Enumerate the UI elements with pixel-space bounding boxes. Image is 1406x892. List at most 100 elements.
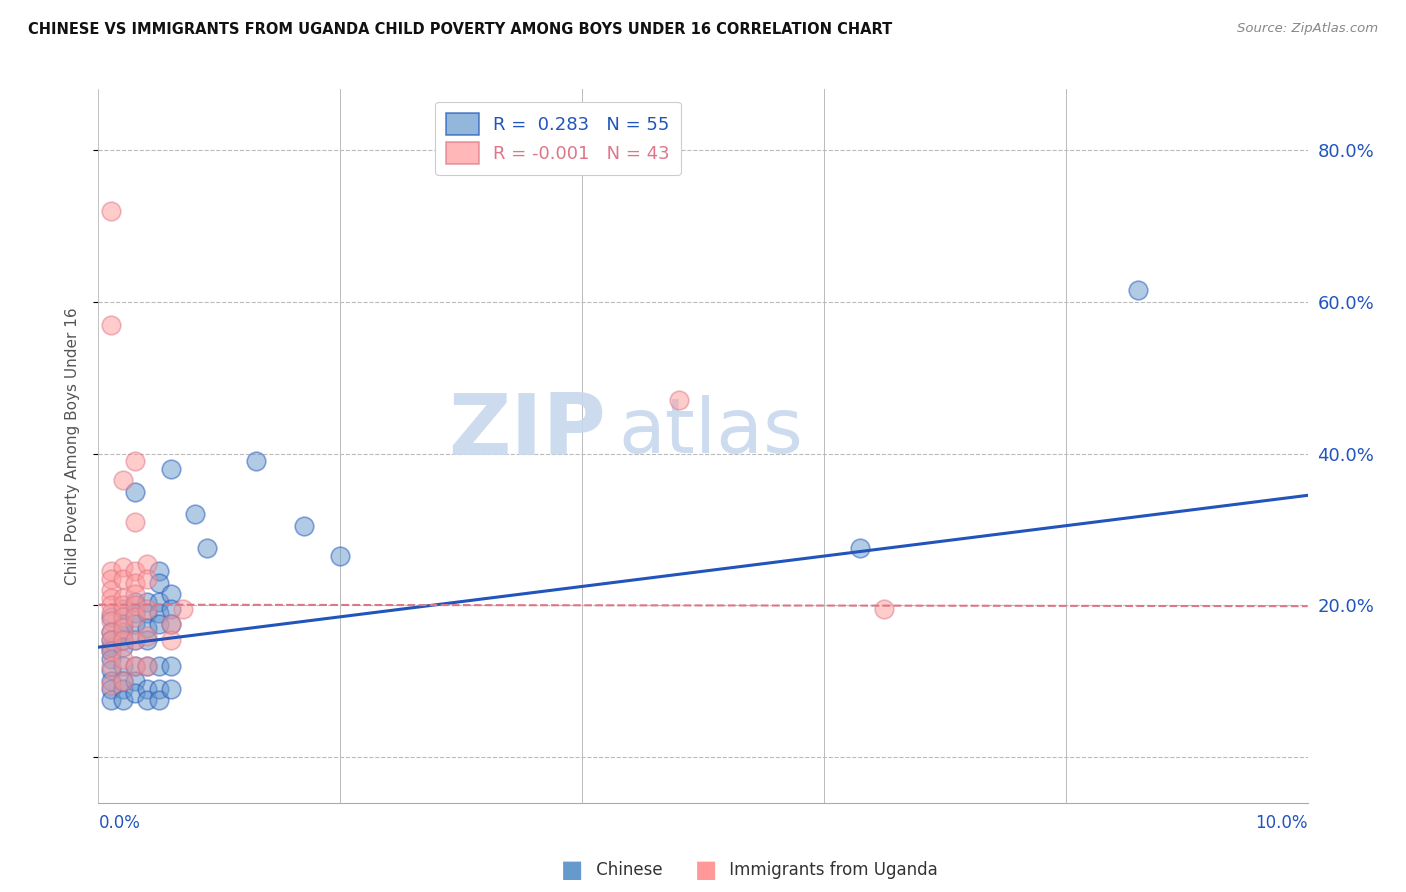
Point — [148, 575, 170, 590]
Point — [100, 632, 122, 647]
Point — [100, 614, 122, 628]
Point — [111, 674, 134, 689]
Point — [111, 659, 134, 673]
Text: 10.0%: 10.0% — [1256, 814, 1308, 832]
Point — [100, 599, 122, 613]
Point — [124, 674, 146, 689]
Point — [124, 632, 146, 647]
Point — [100, 203, 122, 218]
Point — [124, 606, 146, 620]
Text: Source: ZipAtlas.com: Source: ZipAtlas.com — [1237, 22, 1378, 36]
Point — [124, 686, 146, 700]
Point — [111, 591, 134, 605]
Point — [124, 599, 146, 613]
Point — [111, 681, 134, 696]
Point — [100, 572, 122, 586]
Point — [135, 572, 157, 586]
Point — [124, 564, 146, 578]
Point — [124, 659, 146, 673]
Point — [111, 560, 134, 574]
Y-axis label: Child Poverty Among Boys Under 16: Child Poverty Among Boys Under 16 — [65, 307, 80, 585]
Point — [111, 609, 134, 624]
Point — [111, 617, 134, 632]
Point — [148, 606, 170, 620]
Point — [124, 609, 146, 624]
Point — [135, 693, 157, 707]
Point — [668, 393, 690, 408]
Point — [111, 640, 134, 655]
Point — [100, 640, 122, 655]
Text: Chinese: Chinese — [591, 861, 662, 879]
Text: Immigrants from Uganda: Immigrants from Uganda — [724, 861, 938, 879]
Point — [100, 659, 122, 673]
Point — [111, 674, 134, 689]
Text: 0.0%: 0.0% — [98, 814, 141, 832]
Point — [100, 651, 122, 665]
Point — [124, 632, 146, 647]
Point — [160, 587, 183, 601]
Point — [148, 681, 170, 696]
Point — [172, 602, 194, 616]
Point — [135, 602, 157, 616]
Text: atlas: atlas — [619, 395, 803, 468]
Point — [100, 681, 122, 696]
Point — [100, 318, 122, 332]
Point — [135, 629, 157, 643]
Text: ■: ■ — [695, 858, 717, 881]
Point — [148, 564, 170, 578]
Point — [195, 541, 218, 556]
Text: ■: ■ — [561, 858, 583, 881]
Point — [100, 583, 122, 598]
Point — [111, 473, 134, 487]
Point — [124, 617, 146, 632]
Point — [135, 557, 157, 571]
Point — [100, 644, 122, 658]
Point — [111, 693, 134, 707]
Point — [124, 659, 146, 673]
Point — [292, 518, 315, 533]
Point — [329, 549, 352, 563]
Point — [111, 632, 134, 647]
Legend: R =  0.283   N = 55, R = -0.001   N = 43: R = 0.283 N = 55, R = -0.001 N = 43 — [436, 102, 681, 175]
Point — [849, 541, 872, 556]
Point — [111, 572, 134, 586]
Point — [100, 609, 122, 624]
Point — [100, 674, 122, 689]
Point — [100, 632, 122, 647]
Point — [148, 617, 170, 632]
Point — [135, 659, 157, 673]
Point — [100, 591, 122, 605]
Point — [100, 678, 122, 692]
Point — [124, 587, 146, 601]
Point — [160, 659, 183, 673]
Point — [124, 515, 146, 529]
Point — [245, 454, 267, 468]
Point — [100, 663, 122, 677]
Point — [100, 606, 122, 620]
Point — [160, 617, 183, 632]
Point — [111, 602, 134, 616]
Point — [148, 693, 170, 707]
Point — [135, 659, 157, 673]
Point — [135, 594, 157, 608]
Point — [124, 594, 146, 608]
Point — [135, 681, 157, 696]
Point — [184, 508, 207, 522]
Point — [160, 617, 183, 632]
Point — [148, 594, 170, 608]
Point — [148, 659, 170, 673]
Point — [124, 454, 146, 468]
Point — [111, 651, 134, 665]
Point — [111, 621, 134, 635]
Point — [135, 632, 157, 647]
Point — [135, 606, 157, 620]
Point — [160, 632, 183, 647]
Point — [124, 575, 146, 590]
Point — [111, 632, 134, 647]
Point — [100, 564, 122, 578]
Point — [111, 625, 134, 640]
Point — [100, 625, 122, 640]
Point — [100, 693, 122, 707]
Text: CHINESE VS IMMIGRANTS FROM UGANDA CHILD POVERTY AMONG BOYS UNDER 16 CORRELATION : CHINESE VS IMMIGRANTS FROM UGANDA CHILD … — [28, 22, 893, 37]
Point — [124, 484, 146, 499]
